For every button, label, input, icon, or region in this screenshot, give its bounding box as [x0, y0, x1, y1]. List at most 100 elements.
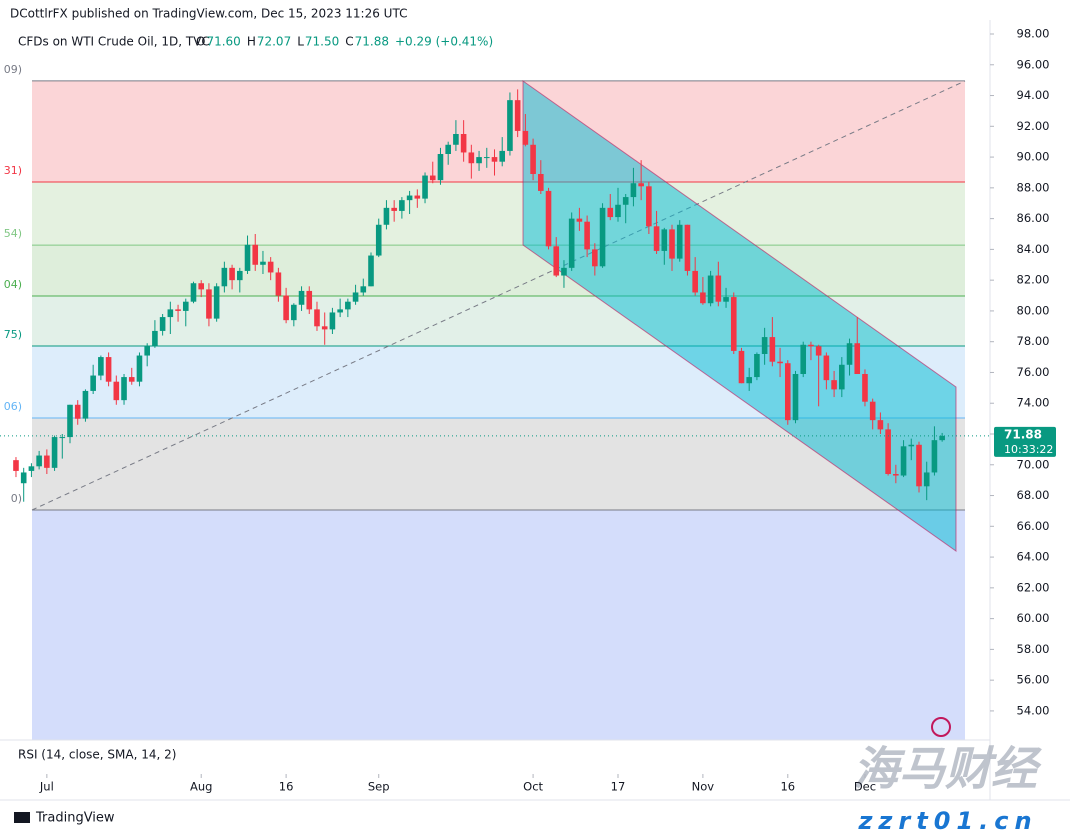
legend-key: H	[247, 35, 256, 49]
legend-value: +0.29 (+0.41%)	[395, 35, 493, 49]
candle-body	[831, 380, 837, 390]
candle-body	[839, 364, 845, 390]
legend: O 71.60 H 72.07 L 71.50 C 71.88 +0.29 (+0.41%)	[196, 35, 493, 49]
y-tick-label: 70.00	[1017, 457, 1050, 471]
candle-body	[190, 283, 197, 302]
legend-value: 71.50	[305, 35, 339, 49]
candle-body	[676, 224, 683, 259]
candle-body	[252, 244, 259, 265]
candle-body	[754, 354, 760, 378]
candle-body	[321, 326, 328, 330]
candle-body	[916, 444, 922, 487]
candles	[13, 89, 945, 502]
alert-icon[interactable]	[931, 717, 951, 737]
candle-body	[777, 361, 783, 364]
rsi-label: RSI (14, close, SMA, 14, 2)	[18, 748, 176, 762]
legend-key: O	[196, 35, 205, 49]
fib-label: 31)	[4, 164, 22, 177]
candle-body	[615, 204, 621, 218]
candle-body	[800, 344, 807, 374]
candle-body	[291, 304, 297, 321]
candle-body	[646, 186, 652, 227]
x-tick-label: Aug	[190, 780, 212, 794]
candle-body	[846, 343, 853, 365]
candle-body	[761, 337, 768, 354]
legend-symbol: CFDs on WTI Crude Oil, 1D, TVC	[18, 35, 210, 49]
candle-body	[576, 218, 583, 222]
candle-body	[422, 175, 428, 199]
candle-body	[815, 346, 822, 356]
trend-line	[31, 80, 966, 511]
candle-body	[74, 404, 81, 419]
y-tick-label: 58.00	[1017, 642, 1050, 656]
y-tick-label: 64.00	[1017, 550, 1050, 564]
candle-body	[198, 283, 205, 290]
candle-body	[769, 337, 776, 362]
candle-body	[854, 343, 861, 374]
y-tick-label: 90.00	[1017, 150, 1050, 164]
candle-body	[414, 195, 421, 199]
y-tick-label: 78.00	[1017, 334, 1050, 348]
fib-label: 75)	[4, 328, 22, 341]
candle-body	[368, 255, 374, 287]
candle-body	[352, 292, 359, 302]
countdown: 10:33:22	[1004, 443, 1053, 456]
candle-body	[20, 472, 27, 484]
x-tick-label: 16	[780, 780, 795, 794]
y-tick-label: 56.00	[1017, 673, 1050, 687]
candle-body	[113, 381, 120, 401]
candle-body	[159, 317, 166, 331]
header: DCottlrFX published on TradingView.com, …	[10, 7, 407, 21]
y-tick-label: 68.00	[1017, 488, 1050, 502]
candle-body	[429, 175, 436, 181]
candle-body	[13, 460, 19, 471]
candle-body	[669, 229, 675, 259]
candle-body	[44, 455, 50, 468]
x-tick-label: Oct	[523, 780, 543, 794]
fib-zone	[32, 182, 965, 246]
x-tick-label: Dec	[854, 780, 876, 794]
candle-body	[391, 207, 397, 211]
y-tick-label: 92.00	[1017, 119, 1050, 133]
candle-body	[568, 218, 575, 268]
candle-body	[453, 134, 459, 145]
candle-body	[692, 270, 698, 293]
y-tick-label: 76.00	[1017, 365, 1050, 379]
legend-key: L	[297, 35, 304, 49]
watermark-title: 海马财经	[853, 742, 1042, 796]
candle-body	[823, 355, 830, 381]
y-tick-label: 62.00	[1017, 580, 1050, 594]
candle-body	[175, 309, 181, 311]
candle-body	[707, 275, 714, 304]
candle-body	[877, 420, 884, 430]
candle-body	[507, 100, 513, 151]
candle-body	[715, 275, 722, 302]
x-tick-label: 16	[279, 780, 294, 794]
x-tick-label: Sep	[368, 780, 390, 794]
fib-zone	[32, 510, 965, 740]
candle-body	[275, 272, 282, 296]
candle-body	[784, 363, 791, 421]
candle-body	[460, 134, 467, 153]
candle-body	[267, 261, 274, 273]
candle-body	[121, 377, 127, 401]
candle-body	[738, 350, 745, 384]
candle-body	[607, 207, 614, 218]
fib-label: 0)	[11, 492, 22, 505]
candle-body	[653, 226, 660, 251]
candle-body	[869, 401, 876, 421]
candle-body	[530, 144, 536, 174]
candle-body	[514, 100, 521, 131]
logo-mark	[14, 812, 30, 823]
watermark-site: zzrt01.cn	[857, 807, 1037, 835]
candle-body	[314, 309, 320, 327]
y-tick-label: 88.00	[1017, 180, 1050, 194]
candle-body	[51, 437, 58, 468]
y-tick-label: 66.00	[1017, 519, 1050, 533]
fib-zone	[32, 245, 965, 296]
candle-body	[746, 377, 752, 384]
candle-body	[931, 440, 938, 473]
candle-body	[584, 221, 590, 250]
candle-body	[468, 152, 475, 164]
